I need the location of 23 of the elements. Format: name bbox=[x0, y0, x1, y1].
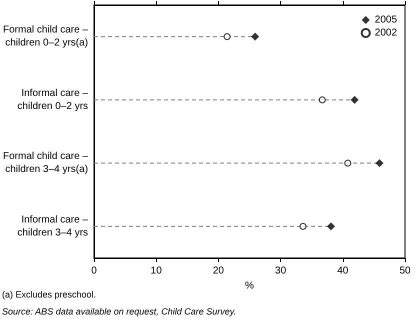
point bbox=[326, 222, 335, 230]
legend-label: 2002 bbox=[374, 28, 398, 38]
point bbox=[224, 33, 231, 40]
x-axis-title: % bbox=[245, 280, 254, 292]
x-tick-label: 30 bbox=[275, 266, 287, 276]
legend-label: 2005 bbox=[374, 14, 398, 26]
source-note: Source: ABS data available on request, Child Care Survey. bbox=[2, 306, 236, 316]
x-tick-label: 20 bbox=[212, 266, 224, 276]
point bbox=[344, 160, 352, 167]
x-tick-label: 10 bbox=[150, 266, 162, 276]
point bbox=[318, 96, 326, 104]
x-tick-label: 0 bbox=[91, 266, 98, 276]
y-tick-label: Formal child care – children 3–4 yrs(a) bbox=[3, 151, 88, 176]
point bbox=[251, 32, 260, 41]
point bbox=[376, 159, 384, 168]
y-tick-label: Formal child care – children 0–2 yrs(a) bbox=[3, 24, 88, 49]
x-tick-label: 40 bbox=[337, 266, 349, 276]
point bbox=[350, 96, 359, 104]
text: (a) Excludes preschool. bbox=[2, 290, 96, 300]
y-tick-label: Informal care – children 0–2 yrs bbox=[17, 88, 88, 112]
x-tick-label: 50 bbox=[399, 266, 411, 276]
point bbox=[300, 222, 306, 230]
y-tick-label: Informal care – children 3–4 yrs bbox=[17, 214, 88, 238]
